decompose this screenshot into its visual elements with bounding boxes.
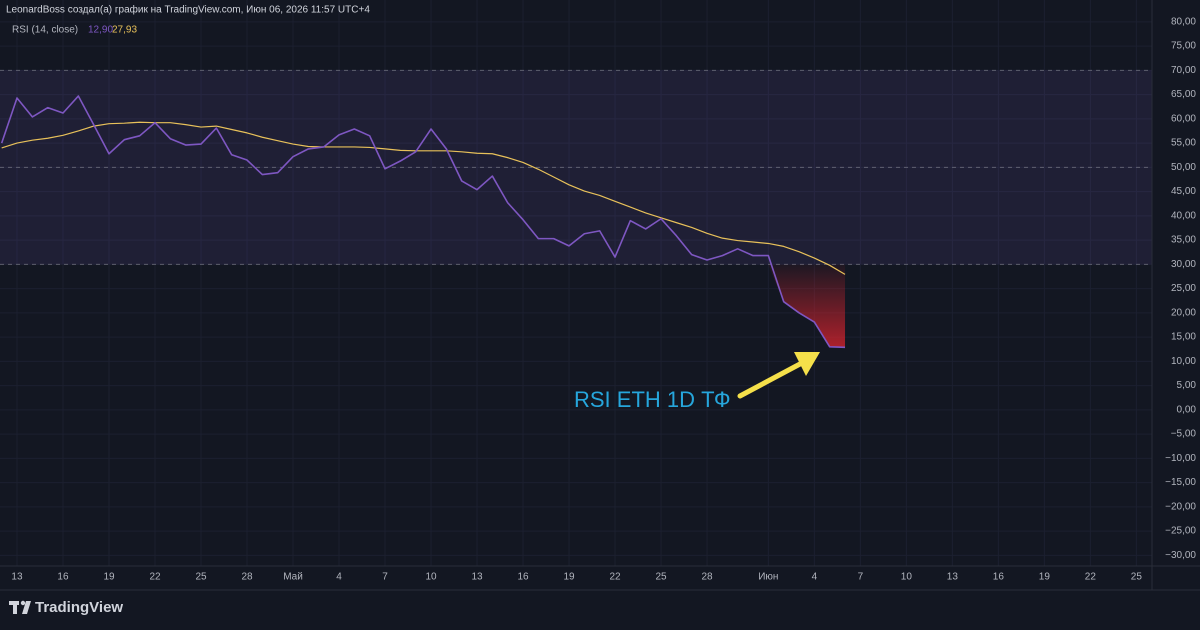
series-line [1,121,846,275]
y-tick-label: 35,00 [1171,235,1196,246]
y-tick-label: −25,00 [1165,526,1196,537]
x-tick-label: 19 [563,572,575,583]
y-tick-label: 30,00 [1171,259,1196,270]
y-tick-label: 5,00 [1177,380,1197,391]
x-tick-label: 28 [241,572,253,583]
y-tick-label: 15,00 [1171,332,1196,343]
x-tick-label: 25 [655,572,667,583]
y-tick-label: 55,00 [1171,138,1196,149]
y-tick-label: 60,00 [1171,113,1196,124]
y-tick-label: 20,00 [1171,307,1196,318]
x-tick-label: 13 [11,572,23,583]
legend-value: 12,90 [88,25,113,36]
y-tick-label: −10,00 [1165,453,1196,464]
x-tick-label: 13 [947,572,959,583]
x-tick-label: 19 [103,572,115,583]
y-tick-label: 45,00 [1171,186,1196,197]
x-tick-label: 19 [1039,572,1051,583]
legend-value: 27,93 [112,25,137,36]
annotation: RSI ETH 1D ТФ [574,387,731,412]
x-tick-label: 25 [195,572,207,583]
y-tick-label: 40,00 [1171,210,1196,221]
y-tick-label: −15,00 [1165,477,1196,488]
series-line [0,95,846,349]
oversold-fill [768,264,846,348]
x-tick-label: 7 [858,572,864,583]
x-tick-label: 22 [1085,572,1097,583]
y-tick-label: −20,00 [1165,501,1196,512]
x-tick-label: 7 [382,572,388,583]
x-tick-label: 22 [149,572,161,583]
x-tick-label: 28 [701,572,713,583]
y-tick-label: 50,00 [1171,162,1196,173]
annotation-arrow [737,352,820,399]
y-tick-label: −5,00 [1171,429,1197,440]
x-tick-label: Май [283,572,303,583]
brand-logo [9,600,31,614]
x-tick-label: 16 [57,572,69,583]
y-tick-label: 70,00 [1171,65,1196,76]
y-tick-label: 10,00 [1171,356,1196,367]
x-tick-label: 16 [993,572,1005,583]
brand-name: TradingView [35,599,123,616]
header: LeonardBoss создал(а) график на TradingV… [6,4,370,16]
x-tick-label: 13 [471,572,483,583]
y-tick-label: 25,00 [1171,283,1196,294]
x-tick-label: 16 [517,572,529,583]
x-tick-label: 4 [336,572,342,583]
y-tick-label: 0,00 [1177,404,1197,415]
x-tick-label: 25 [1131,572,1143,583]
indicator-name: RSI (14, close) [12,25,78,36]
y-tick-label: 80,00 [1171,16,1196,27]
y-tick-label: 75,00 [1171,41,1196,52]
x-tick-label: 10 [901,572,913,583]
y-tick-label: 65,00 [1171,89,1196,100]
y-tick-label: −30,00 [1165,550,1196,561]
x-tick-label: 10 [425,572,437,583]
x-tick-label: 22 [609,572,621,583]
x-tick-label: 4 [812,572,818,583]
x-tick-label: Июн [758,572,778,583]
